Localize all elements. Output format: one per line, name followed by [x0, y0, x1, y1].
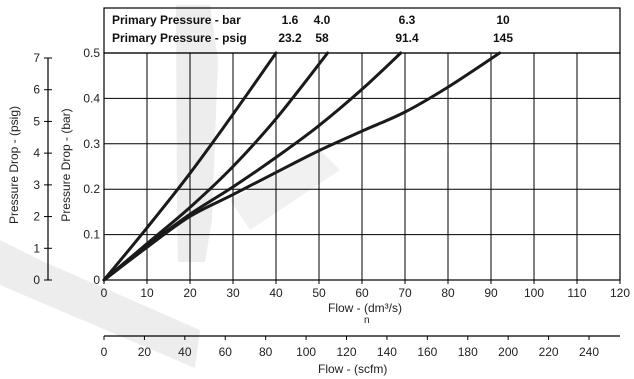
header-psig-value: 23.2 [278, 31, 302, 45]
y-psig-tick-label: 5 [33, 114, 40, 128]
x-tick-label: 20 [183, 286, 197, 300]
header-bar-value: 1.6 [282, 13, 299, 27]
x-axis-label: Flow - (dm³/s) [328, 301, 402, 315]
y-psig-tick-label: 2 [33, 210, 40, 224]
y-psig-tick-label: 1 [33, 241, 40, 255]
x2-tick-label: 180 [458, 345, 478, 359]
y-bar-tick-label: 0.5 [83, 46, 100, 60]
series-line-2 [102, 51, 330, 282]
y-bar-tick-label: 0.4 [83, 91, 100, 105]
x2-axis-label: Flow - (scfm) [318, 362, 387, 376]
series-line-4 [102, 51, 502, 282]
grid [104, 53, 620, 280]
y-psig-tick-label: 6 [33, 83, 40, 97]
header-bar-value: 10 [496, 13, 510, 27]
x-tick-label: 90 [484, 286, 498, 300]
x-tick-label: 120 [610, 286, 630, 300]
x2-tick-label: 80 [259, 345, 273, 359]
x2-tick-label: 200 [498, 345, 518, 359]
x2-tick-label: 240 [579, 345, 599, 359]
x-tick-label: 50 [312, 286, 326, 300]
x-tick-label: 40 [269, 286, 283, 300]
x2-axis-ticks: 0 20 40 60 80 100 120 140 160 180 200 220 240 [101, 336, 599, 359]
x-tick-label: 100 [524, 286, 544, 300]
y-bar-tick-label: 0.1 [83, 228, 100, 242]
x-tick-label: 70 [398, 286, 412, 300]
watermark [0, 5, 340, 368]
y-axis-psig-ticks: 0 1 2 3 4 5 6 7 [33, 51, 52, 287]
x-tick-label: 80 [441, 286, 455, 300]
y-bar-tick-label: 0.3 [83, 137, 100, 151]
series-line-1 [102, 51, 278, 282]
header-row2-label: Primary Pressure - psig [112, 31, 247, 45]
y-bar-tick-label: 0.2 [83, 182, 100, 196]
y-psig-tick-label: 4 [33, 146, 40, 160]
x2-tick-label: 120 [336, 345, 356, 359]
header-psig-value: 91.4 [395, 31, 419, 45]
header-psig-value: 145 [493, 31, 513, 45]
x-tick-label: 10 [140, 286, 154, 300]
header-row1-label: Primary Pressure - bar [112, 13, 241, 27]
x-axis-ticks: 0 10 20 30 40 50 60 70 80 90 100 110 120 [101, 280, 630, 300]
x2-tick-label: 100 [296, 345, 316, 359]
x2-tick-label: 60 [219, 345, 233, 359]
header-bar-value: 4.0 [314, 13, 331, 27]
y-bar-tick-label: 0 [93, 273, 100, 287]
x2-tick-label: 140 [377, 345, 397, 359]
header-bar-value: 6.3 [399, 13, 416, 27]
y-axis-bar-ticks: 0 0.1 0.2 0.3 0.4 0.5 [83, 46, 100, 287]
series-lines [102, 51, 502, 282]
x2-tick-label: 220 [539, 345, 559, 359]
y-psig-tick-label: 0 [33, 273, 40, 287]
x-tick-label: 30 [226, 286, 240, 300]
y-psig-tick-label: 7 [33, 51, 40, 65]
x2-tick-label: 20 [138, 345, 152, 359]
y-axis-psig-label: Pressure Drop - (psig) [7, 106, 21, 224]
y-psig-tick-label: 3 [33, 178, 40, 192]
x-tick-label: 0 [101, 286, 108, 300]
x-axis-label-subscript: n [364, 315, 370, 326]
x-tick-label: 110 [567, 286, 586, 300]
x2-tick-label: 160 [417, 345, 437, 359]
header-values: 1.6 4.0 6.3 10 23.2 58 91.4 145 [278, 13, 513, 45]
header-psig-value: 58 [315, 31, 329, 45]
y-axis-bar-label: Pressure Drop - (bar) [59, 108, 73, 221]
x-tick-label: 60 [355, 286, 369, 300]
x2-tick-label: 0 [101, 345, 108, 359]
x2-tick-label: 40 [178, 345, 192, 359]
